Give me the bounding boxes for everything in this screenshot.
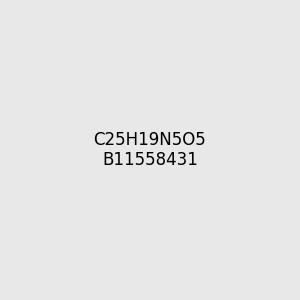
Text: C25H19N5O5
B11558431: C25H19N5O5 B11558431 bbox=[94, 130, 206, 170]
